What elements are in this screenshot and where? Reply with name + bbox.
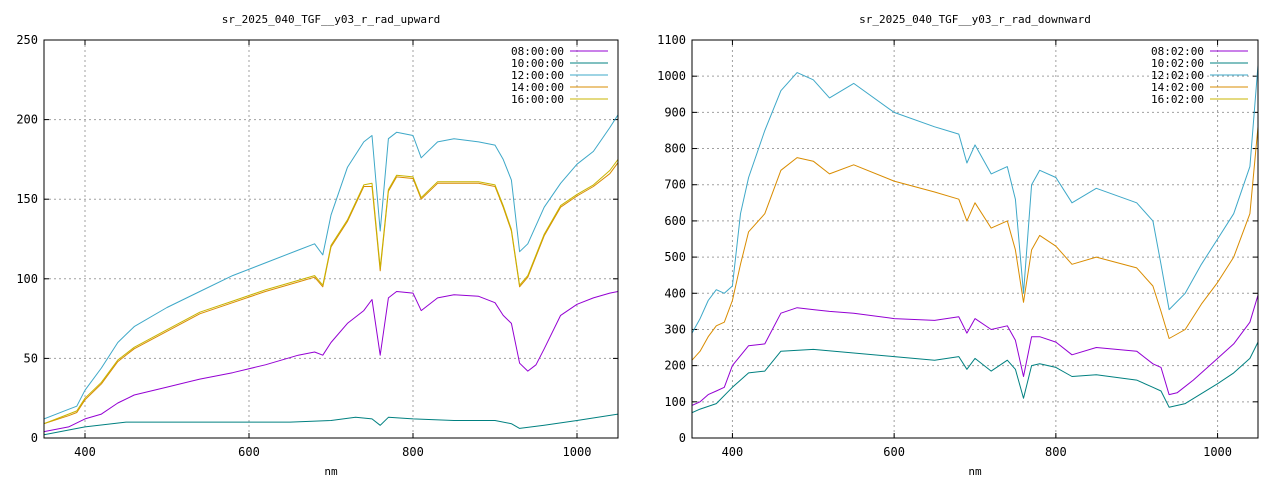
y-tick-label: 400 xyxy=(664,286,686,300)
legend-label: 08:00:00 xyxy=(511,45,564,58)
y-tick-label: 1100 xyxy=(657,33,686,47)
legend-label: 12:02:00 xyxy=(1151,69,1204,82)
downward-radiance-chart: sr_2025_040_TGF__y03_r_rad_downward nm 4… xyxy=(657,13,1259,478)
y-tick-label: 700 xyxy=(664,178,686,192)
series-line xyxy=(692,294,1258,406)
series-line xyxy=(44,114,618,420)
x-tick-label: 800 xyxy=(1045,445,1067,459)
y-tick-label: 300 xyxy=(664,322,686,336)
y-tick-label: 1000 xyxy=(657,69,686,83)
y-tick-label: 900 xyxy=(664,105,686,119)
x-axis-label: nm xyxy=(968,465,982,478)
series-line xyxy=(692,341,1258,414)
series-line xyxy=(44,291,618,433)
legend-label: 12:00:00 xyxy=(511,69,564,82)
y-tick-label: 100 xyxy=(664,395,686,409)
series-line xyxy=(44,413,618,436)
series-line xyxy=(44,162,618,425)
chart-title: sr_2025_040_TGF__y03_r_rad_upward xyxy=(222,13,441,26)
legend-label: 14:00:00 xyxy=(511,81,564,94)
chart-title: sr_2025_040_TGF__y03_r_rad_downward xyxy=(859,13,1091,26)
x-tick-label: 400 xyxy=(722,445,744,459)
y-tick-label: 200 xyxy=(664,359,686,373)
plot-frame xyxy=(691,39,1259,439)
y-tick-label: 200 xyxy=(16,113,38,127)
x-axis-label: nm xyxy=(324,465,338,478)
series-line xyxy=(692,126,1258,361)
upward-radiance-chart: sr_2025_040_TGF__y03_r_rad_upward nm 400… xyxy=(16,13,619,478)
legend-label: 16:02:00 xyxy=(1151,93,1204,106)
y-tick-label: 250 xyxy=(16,33,38,47)
legend-label: 10:00:00 xyxy=(511,57,564,70)
x-tick-label: 1000 xyxy=(563,445,592,459)
x-tick-label: 1000 xyxy=(1203,445,1232,459)
y-tick-label: 100 xyxy=(16,272,38,286)
y-tick-label: 800 xyxy=(664,142,686,156)
legend-label: 10:02:00 xyxy=(1151,57,1204,70)
x-tick-label: 600 xyxy=(238,445,260,459)
x-tick-label: 600 xyxy=(883,445,905,459)
legend-label: 16:00:00 xyxy=(511,93,564,106)
series-line xyxy=(44,159,618,425)
y-tick-label: 50 xyxy=(24,351,38,365)
legend-label: 08:02:00 xyxy=(1151,45,1204,58)
x-tick-label: 800 xyxy=(402,445,424,459)
legend-label: 14:02:00 xyxy=(1151,81,1204,94)
y-tick-label: 500 xyxy=(664,250,686,264)
x-tick-label: 400 xyxy=(74,445,96,459)
y-tick-label: 0 xyxy=(679,431,686,445)
y-tick-label: 0 xyxy=(31,431,38,445)
series-line xyxy=(692,65,1258,334)
plot-frame xyxy=(43,39,619,439)
y-tick-label: 600 xyxy=(664,214,686,228)
y-tick-label: 150 xyxy=(16,192,38,206)
